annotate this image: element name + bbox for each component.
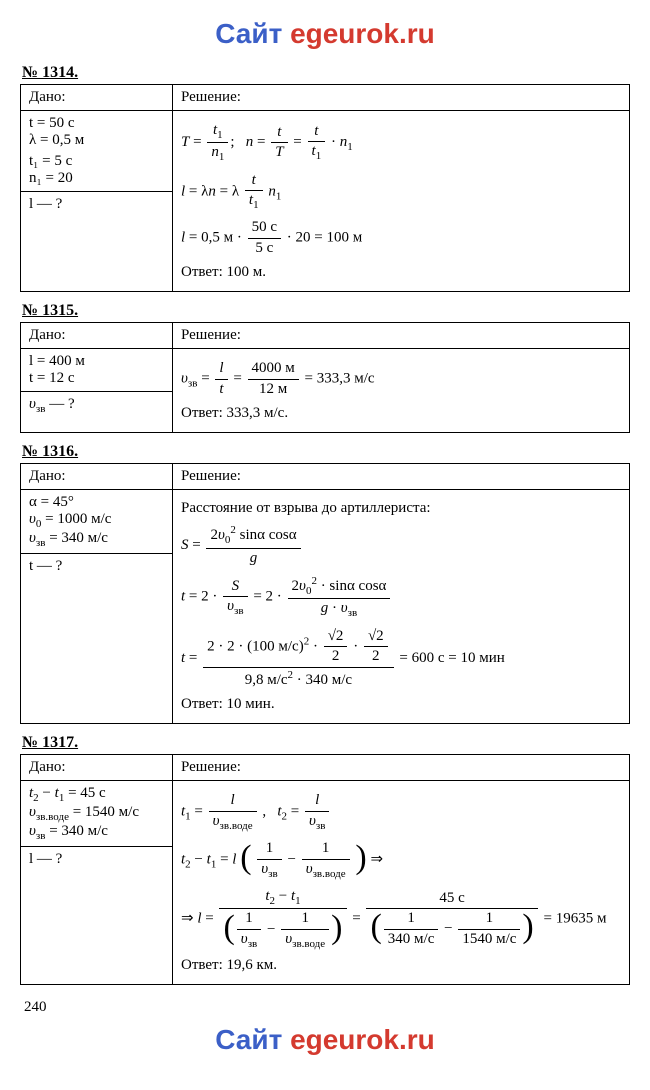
answer-line: Ответ: 10 мин.: [181, 696, 621, 713]
page-root: Сайт egeurok.ru № 1314. Дано: Решение: t…: [0, 0, 650, 1090]
solution-header: Решение:: [173, 464, 630, 490]
watermark-blue: Сайт: [215, 1024, 290, 1055]
answer-line: Ответ: 19,6 км.: [181, 957, 621, 974]
problem-num: № 1315.: [22, 302, 630, 320]
solution-cell: υзв = lt = 4000 м12 м = 333,3 м/с Ответ:…: [173, 349, 630, 433]
given-header: Дано:: [21, 755, 173, 781]
watermark-red: egeurok.ru: [290, 1024, 435, 1055]
given-cell: t = 50 с λ = 0,5 м t₁ = 5 с n₁ = 20 l — …: [21, 111, 173, 292]
find-line: l — ?: [21, 191, 172, 213]
problem-1315: Дано: Решение: l = 400 м t = 12 с υзв — …: [20, 322, 630, 433]
given-line: l = 400 м: [29, 353, 164, 370]
formula-line: υзв = lt = 4000 м12 м = 333,3 м/с: [181, 359, 621, 399]
formula-line: ⇒ l = t2 − t1 (1υзв − 1υзв.воде) = 45 с …: [181, 887, 621, 951]
problem-1316: Дано: Решение: α = 45° υ0 = 1000 м/с υзв…: [20, 463, 630, 724]
solution-cell: Расстояние от взрыва до артиллериста: S …: [173, 490, 630, 724]
solution-cell: t1 = lυзв.воде , t2 = lυзв t2 − t1 = l (…: [173, 781, 630, 985]
given-line: υзв = 340 м/с: [29, 530, 164, 549]
find-line: t — ?: [21, 553, 172, 575]
formula-line: t = 2 · Sυзв = 2 · 2υ02 · sinα cosαg · υ…: [181, 574, 621, 621]
find-line: l — ?: [21, 846, 172, 868]
answer-line: Ответ: 100 м.: [181, 264, 621, 281]
given-line: υ0 = 1000 м/с: [29, 511, 164, 530]
formula-line: l = 0,5 м · 50 с5 с · 20 = 100 м: [181, 218, 621, 258]
given-header: Дано:: [21, 85, 173, 111]
formula-line: t1 = lυзв.воде , t2 = lυзв: [181, 791, 621, 833]
problem-num: № 1316.: [22, 443, 630, 461]
watermark-blue: Сайт: [215, 18, 290, 49]
given-line: t = 12 с: [29, 370, 164, 387]
formula-line: T = t1n1; n = tT = tt1 · n1: [181, 121, 621, 165]
given-line: t = 50 с: [29, 115, 164, 132]
solution-header: Решение:: [173, 755, 630, 781]
solution-cell: T = t1n1; n = tT = tt1 · n1 l = λn = λ t…: [173, 111, 630, 292]
solution-header: Решение:: [173, 323, 630, 349]
given-cell: α = 45° υ0 = 1000 м/с υзв = 340 м/с t — …: [21, 490, 173, 724]
find-line: υзв — ?: [21, 391, 172, 415]
solution-header: Решение:: [173, 85, 630, 111]
watermark-bottom: Сайт egeurok.ru: [20, 1024, 630, 1056]
given-line: υзв = 340 м/с: [29, 823, 164, 842]
given-line: n₁ = 20: [29, 170, 164, 187]
formula-line: t = 2 · 2 · (100 м/с)2 · √22 · √22 9,8 м…: [181, 627, 621, 691]
watermark-red: egeurok.ru: [290, 18, 435, 49]
given-header: Дано:: [21, 323, 173, 349]
given-line: λ = 0,5 м: [29, 132, 164, 149]
page-number: 240: [24, 999, 630, 1016]
given-line: t₁ = 5 с: [29, 153, 164, 170]
given-line: α = 45°: [29, 494, 164, 511]
problem-num: № 1314.: [22, 64, 630, 82]
given-cell: l = 400 м t = 12 с υзв — ?: [21, 349, 173, 433]
given-cell: t2 − t1 = 45 с υзв.воде = 1540 м/с υзв =…: [21, 781, 173, 985]
given-line: t2 − t1 = 45 с: [29, 785, 164, 804]
problem-num: № 1317.: [22, 734, 630, 752]
given-line: υзв.воде = 1540 м/с: [29, 804, 164, 823]
problem-1317: Дано: Решение: t2 − t1 = 45 с υзв.воде =…: [20, 754, 630, 985]
watermark-top: Сайт egeurok.ru: [20, 18, 630, 50]
given-header: Дано:: [21, 464, 173, 490]
text-line: Расстояние от взрыва до артиллериста:: [181, 500, 621, 517]
formula-line: S = 2υ02 sinα cosαg: [181, 523, 621, 568]
formula-line: t2 − t1 = l ( 1υзв − 1υзв.воде ) ⇒: [181, 839, 621, 881]
formula-line: l = λn = λ tt1 n1: [181, 171, 621, 213]
answer-line: Ответ: 333,3 м/с.: [181, 405, 621, 422]
problem-1314: Дано: Решение: t = 50 с λ = 0,5 м t₁ = 5…: [20, 84, 630, 292]
